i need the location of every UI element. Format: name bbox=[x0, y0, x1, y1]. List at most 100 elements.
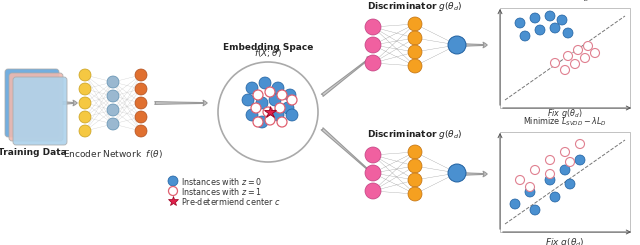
Circle shape bbox=[550, 192, 560, 202]
Circle shape bbox=[107, 104, 119, 116]
Circle shape bbox=[272, 82, 284, 94]
Circle shape bbox=[545, 11, 555, 21]
Text: Instances with $z=0$: Instances with $z=0$ bbox=[181, 175, 262, 186]
Circle shape bbox=[525, 187, 535, 197]
Circle shape bbox=[365, 165, 381, 181]
Circle shape bbox=[408, 59, 422, 73]
Circle shape bbox=[256, 97, 268, 109]
Text: $f(X;\theta)$: $f(X;\theta)$ bbox=[254, 47, 282, 59]
Text: Minimize $L_D$: Minimize $L_D$ bbox=[541, 0, 589, 4]
Circle shape bbox=[253, 90, 263, 100]
Circle shape bbox=[135, 97, 147, 109]
Circle shape bbox=[408, 187, 422, 201]
Circle shape bbox=[284, 89, 296, 101]
Circle shape bbox=[448, 36, 466, 54]
Circle shape bbox=[242, 94, 254, 106]
Circle shape bbox=[272, 109, 284, 121]
Circle shape bbox=[79, 111, 91, 123]
Circle shape bbox=[408, 17, 422, 31]
Circle shape bbox=[79, 69, 91, 81]
Circle shape bbox=[530, 205, 540, 215]
Circle shape bbox=[566, 158, 575, 167]
Circle shape bbox=[135, 111, 147, 123]
Circle shape bbox=[563, 28, 573, 38]
Text: Minimize $L_{SVDD} - \lambda L_D$: Minimize $L_{SVDD} - \lambda L_D$ bbox=[515, 243, 615, 245]
Circle shape bbox=[107, 76, 119, 88]
Circle shape bbox=[246, 109, 258, 121]
Circle shape bbox=[591, 49, 600, 58]
Circle shape bbox=[545, 170, 554, 179]
Text: Training Data: Training Data bbox=[0, 148, 67, 157]
Circle shape bbox=[365, 55, 381, 71]
Circle shape bbox=[259, 77, 271, 89]
Circle shape bbox=[286, 109, 298, 121]
Circle shape bbox=[135, 69, 147, 81]
Circle shape bbox=[218, 62, 318, 162]
Circle shape bbox=[275, 103, 285, 113]
Circle shape bbox=[365, 183, 381, 199]
Circle shape bbox=[575, 155, 585, 165]
Circle shape bbox=[246, 82, 258, 94]
Circle shape bbox=[545, 175, 555, 185]
Circle shape bbox=[282, 102, 294, 114]
Circle shape bbox=[265, 115, 275, 125]
Circle shape bbox=[168, 176, 178, 186]
Text: Minimize $L_{SVDD} - \lambda L_D$: Minimize $L_{SVDD} - \lambda L_D$ bbox=[523, 115, 607, 128]
Circle shape bbox=[580, 53, 589, 62]
Circle shape bbox=[408, 145, 422, 159]
Circle shape bbox=[515, 18, 525, 28]
FancyBboxPatch shape bbox=[500, 132, 630, 232]
Circle shape bbox=[561, 147, 570, 157]
Circle shape bbox=[570, 60, 579, 69]
Circle shape bbox=[79, 97, 91, 109]
Circle shape bbox=[561, 65, 570, 74]
Circle shape bbox=[269, 94, 281, 106]
FancyBboxPatch shape bbox=[9, 73, 63, 141]
Circle shape bbox=[107, 118, 119, 130]
Text: Embedding Space: Embedding Space bbox=[223, 43, 313, 52]
Text: Discriminator $g(\theta_d)$: Discriminator $g(\theta_d)$ bbox=[367, 0, 463, 13]
Circle shape bbox=[525, 183, 534, 192]
Text: Encoder Network  $f(\theta)$: Encoder Network $f(\theta)$ bbox=[63, 148, 163, 160]
Circle shape bbox=[550, 59, 559, 68]
FancyBboxPatch shape bbox=[5, 69, 59, 137]
Circle shape bbox=[107, 90, 119, 102]
Circle shape bbox=[79, 125, 91, 137]
Circle shape bbox=[575, 139, 584, 148]
Text: Discriminator $g(\theta_d)$: Discriminator $g(\theta_d)$ bbox=[367, 128, 463, 141]
Circle shape bbox=[515, 175, 525, 184]
Circle shape bbox=[365, 147, 381, 163]
Circle shape bbox=[535, 25, 545, 35]
Circle shape bbox=[557, 15, 567, 25]
Circle shape bbox=[135, 125, 147, 137]
Circle shape bbox=[550, 23, 560, 33]
Circle shape bbox=[277, 117, 287, 127]
Circle shape bbox=[408, 31, 422, 45]
Circle shape bbox=[530, 13, 540, 23]
Circle shape bbox=[560, 165, 570, 175]
Circle shape bbox=[251, 103, 261, 113]
Circle shape bbox=[545, 156, 554, 164]
Circle shape bbox=[365, 37, 381, 53]
Circle shape bbox=[584, 41, 593, 50]
Circle shape bbox=[520, 31, 530, 41]
Circle shape bbox=[563, 51, 573, 61]
FancyBboxPatch shape bbox=[500, 8, 630, 108]
Circle shape bbox=[448, 164, 466, 182]
Circle shape bbox=[408, 173, 422, 187]
Circle shape bbox=[365, 19, 381, 35]
Circle shape bbox=[79, 83, 91, 95]
Text: Instances with $z=1$: Instances with $z=1$ bbox=[181, 185, 262, 196]
Circle shape bbox=[168, 186, 177, 196]
Text: Fix $g(\theta_d)$: Fix $g(\theta_d)$ bbox=[545, 236, 585, 245]
Circle shape bbox=[256, 116, 268, 128]
Circle shape bbox=[277, 90, 287, 100]
Circle shape bbox=[573, 46, 582, 54]
Text: Pre-determiend center $c$: Pre-determiend center $c$ bbox=[181, 196, 280, 207]
Circle shape bbox=[408, 45, 422, 59]
Circle shape bbox=[287, 95, 297, 105]
Circle shape bbox=[510, 199, 520, 209]
Circle shape bbox=[135, 83, 147, 95]
FancyBboxPatch shape bbox=[13, 77, 67, 145]
Circle shape bbox=[253, 117, 263, 127]
